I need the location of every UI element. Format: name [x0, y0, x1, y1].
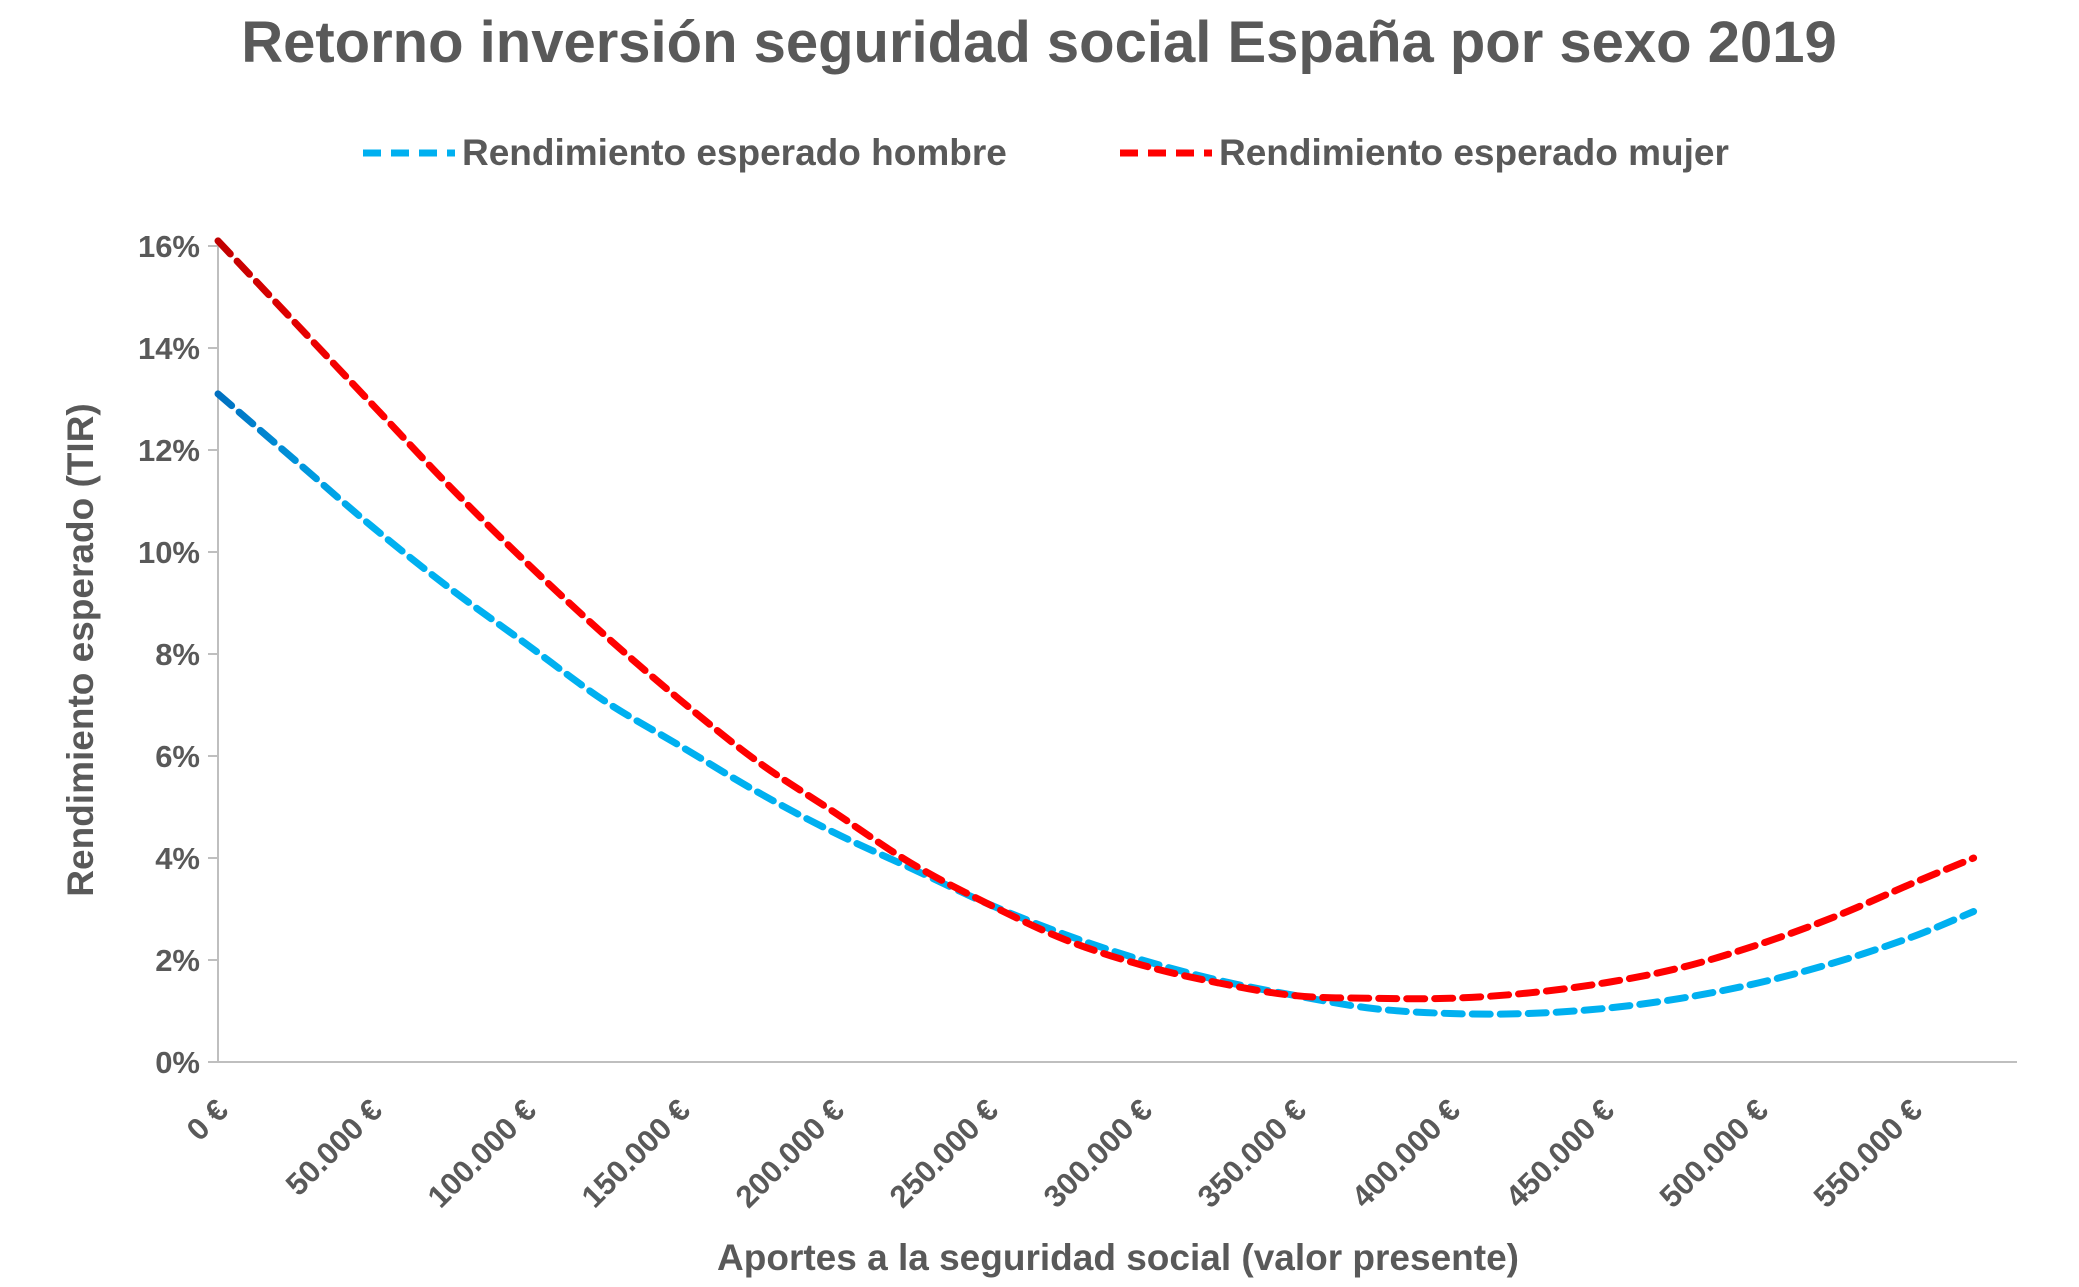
x-axis-title: Aportes a la seguridad social (valor pre… [717, 1237, 1519, 1278]
x-tick-label: 200.000 € [729, 1092, 851, 1214]
x-tick-label: 300.000 € [1037, 1092, 1159, 1214]
y-tick-label: 6% [155, 739, 200, 774]
x-tick-label: 150.000 € [575, 1092, 697, 1214]
x-tick-label: 350.000 € [1191, 1092, 1313, 1214]
y-tick-label: 16% [138, 229, 200, 264]
chart-title: Retorno inversión seguridad social Españ… [241, 10, 1837, 75]
x-tick-label: 550.000 € [1807, 1092, 1929, 1214]
legend-label-mujer: Rendimiento esperado mujer [1219, 132, 1729, 173]
x-tick-label: 250.000 € [883, 1092, 1005, 1214]
x-tick-label: 100.000 € [421, 1092, 543, 1214]
x-tick-label: 500.000 € [1653, 1092, 1775, 1214]
y-tick-label: 14% [138, 331, 200, 366]
series-line-hombre [214, 390, 1978, 1018]
y-tick-label: 8% [155, 637, 200, 672]
x-tick-label: 50.000 € [279, 1092, 389, 1202]
y-tick-label: 2% [155, 943, 200, 978]
legend: Rendimiento esperado hombre Rendimiento … [363, 132, 1729, 173]
y-tick-label: 4% [155, 841, 200, 876]
plot-area: 0% 2% 4% 6% 8% 10% 12% 14% 16% 0 € 50.000 € 100.000… [138, 229, 2017, 1214]
y-tick-label: 0% [155, 1045, 200, 1080]
x-tick-label: 0 € [180, 1092, 235, 1147]
legend-label-hombre: Rendimiento esperado hombre [462, 132, 1007, 173]
y-axis-title: Rendimiento esperado (TIR) [60, 403, 101, 896]
y-tick-label: 12% [138, 433, 200, 468]
series-line-mujer [214, 237, 1978, 1003]
y-tick-label: 10% [138, 535, 200, 570]
x-tick-label: 400.000 € [1345, 1092, 1467, 1214]
x-tick-label: 450.000 € [1499, 1092, 1621, 1214]
